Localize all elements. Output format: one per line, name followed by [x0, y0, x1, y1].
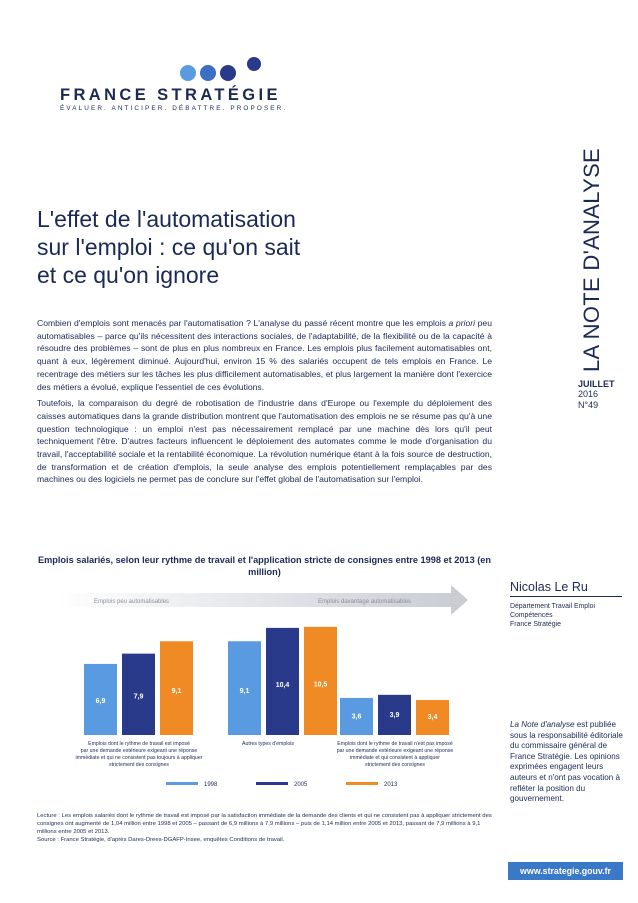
legend-swatch-2005 [256, 782, 288, 785]
chart-lecture: Lecture : Les emplois salariés dont le r… [37, 813, 492, 835]
website-link[interactable]: www.strategie.gouv.fr [508, 862, 623, 880]
intro-text: Combien d'emplois sont menacés par l'aut… [37, 317, 492, 490]
bar-2013-cat2 [304, 626, 337, 735]
bars-group: 6,9 9,1 3,6 7,9 10,4 3,9 9,1 10,5 3,4 [84, 626, 449, 735]
dept-line-2: Compétences [510, 612, 553, 619]
series-label-text: LA NOTE D'ANALYSE [579, 147, 604, 373]
brand-tagline: ÉVALUER. ANTICIPER. DÉBATTRE. PROPOSER. [60, 105, 288, 112]
bar-1998-cat1 [84, 663, 117, 735]
author-name: Nicolas Le Ru [510, 580, 588, 594]
intro-p1-end: peu automatisables – parce qu'ils nécess… [37, 318, 492, 392]
title-line-1: L'effet de l'automatisation [37, 206, 296, 232]
bar-label-1998-cat3: 3,6 [352, 713, 362, 720]
chart-note: Lecture : Les emplois salariés dont le r… [37, 812, 497, 844]
legend-swatch-1998 [166, 782, 198, 785]
category-label-3-line-1: Emplois dont le rythme de travail n'est … [337, 741, 453, 747]
bar-label-2005-cat2: 10,4 [276, 682, 290, 689]
legend-label-2013: 2013 [384, 782, 398, 788]
publication-note-text: est publiée sous la responsabilité édito… [510, 720, 623, 804]
legend-label-1998: 1998 [204, 782, 218, 788]
category-label-1-line-1: Emplois dont le rythme de travail est im… [88, 741, 190, 747]
bar-1998-cat2 [228, 641, 261, 735]
title-line-2: sur l'emploi : ce qu'on sait [37, 234, 301, 260]
bar-label-2005-cat1: 7,9 [134, 693, 144, 700]
page-title: L'effet de l'automatisation sur l'emploi… [37, 205, 437, 289]
bar-2005-cat1 [122, 653, 155, 735]
bar-label-2013-cat2: 10,5 [314, 681, 328, 688]
author-department: Département Travail Emploi Compétences F… [510, 602, 625, 629]
bar-2005-cat3 [378, 694, 411, 735]
issue-year: 2016 [578, 389, 599, 399]
series-label: LA NOTE D'ANALYSE [579, 148, 604, 372]
bar-label-2013-cat3: 3,4 [428, 714, 438, 721]
publication-note: La Note d'analyse est publiée sous la re… [510, 720, 625, 805]
intro-p1-emphasis: a priori [448, 318, 476, 328]
brand-name: FRANCE STRATÉGIE [60, 86, 281, 104]
bar-1998-cat3 [340, 697, 373, 735]
category-label-2-line-1: Autres types d'emplois [242, 741, 294, 747]
bar-2013-cat1 [160, 641, 193, 735]
automation-arrow [56, 585, 468, 615]
arrow-label-left: Emplois peu automatisables [94, 599, 169, 605]
title-line-3: et ce qu'on ignore [37, 262, 220, 288]
category-label-1-line-2: par une demande extérieure exigeant une … [81, 748, 198, 754]
bar-label-2013-cat1: 9,1 [172, 688, 182, 695]
chart-title: Emplois salariés, selon leur rythme de t… [37, 555, 492, 577]
category-label-3-line-4: strictement des consignes [365, 762, 425, 768]
bar-2013-cat3 [416, 699, 449, 735]
dept-line-1: Département Travail Emploi [510, 603, 596, 610]
bar-label-1998-cat1: 6,9 [96, 698, 106, 705]
dept-line-3: France Stratégie [510, 621, 561, 628]
logo-dot-dark [220, 65, 236, 81]
bar-label-1998-cat2: 9,1 [240, 688, 250, 695]
logo-dot-light [180, 65, 196, 81]
category-label-1-line-3: immédiate et qui ne consistent pas toujo… [76, 755, 203, 761]
chart-legend: 1998 2005 2013 [166, 782, 398, 788]
intro-paragraph-1: Combien d'emplois sont menacés par l'aut… [37, 317, 492, 393]
intro-p1-start: Combien d'emplois sont menacés par l'aut… [37, 318, 449, 328]
logo-dot-top [247, 57, 261, 71]
logo-dot-mid [200, 65, 216, 81]
france-strategie-logo-dots [180, 57, 261, 81]
category-label-3-line-3: immédiate et qui consistent à appliquer [350, 755, 440, 761]
intro-paragraph-2: Toutefois, la comparaison du degré de ro… [37, 398, 492, 485]
category-label-1-line-4: strictement des consignes [109, 762, 169, 768]
arrow-label-right: Emplois davantage automatisables [318, 599, 411, 605]
issue-month: JUILLET [578, 379, 615, 389]
bar-label-2005-cat3: 3,9 [390, 712, 400, 719]
sidebar-divider [510, 596, 622, 597]
publication-note-title: La Note d'analyse [510, 720, 575, 729]
category-labels: Emplois dont le rythme de travail est im… [76, 741, 454, 768]
legend-label-2005: 2005 [294, 782, 308, 788]
bar-2005-cat2 [266, 627, 299, 735]
issue-number: N°49 [578, 400, 599, 410]
chart-source: Source : France Stratégie, d'après Dares… [37, 837, 285, 843]
category-label-3-line-2: par une demande extérieure exigeant une … [337, 748, 454, 754]
legend-swatch-2013 [346, 782, 378, 785]
bar-chart: Emplois peu automatisables Emplois davan… [56, 585, 468, 788]
